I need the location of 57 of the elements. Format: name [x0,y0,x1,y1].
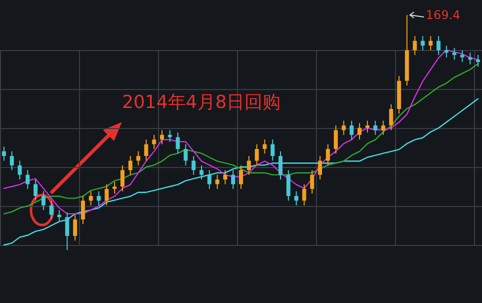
candlestick [80,195,85,225]
candlestick [239,164,243,190]
candlestick [318,156,322,180]
candlestick [358,122,362,140]
candlestick [160,130,164,145]
candlestick [365,120,370,133]
candlestick [120,164,124,192]
candlestick [104,184,109,206]
candlestick [215,174,220,190]
candlestick [207,170,212,190]
candlestick [246,156,251,176]
candlestick [334,124,338,154]
candlestick [381,120,386,136]
candlestick [192,156,196,176]
candlestick [412,36,417,56]
candlestick [436,36,441,56]
annotation: 169.4 [426,8,460,22]
annotation: 2014年4月8日回购 [122,91,281,114]
candlestick [326,144,330,166]
candlestick [350,120,354,140]
candlestick [96,190,101,206]
candlestick [420,36,425,51]
candlestick [26,170,30,190]
candlestick [476,54,480,68]
candlestick [184,144,188,166]
candlestick [152,134,156,150]
candlestick [49,200,54,220]
candlestick [223,170,228,185]
candlestick [310,170,314,194]
candlestick [373,120,378,136]
candlestick [73,214,78,242]
candlestick [144,139,148,162]
candlestick [2,146,6,162]
candlestick [41,190,46,211]
candlestick [254,144,259,166]
candlestick [452,47,456,60]
candlestick [34,179,38,202]
candlestick [460,50,464,62]
candlestick [199,164,204,180]
candlestick [286,170,290,202]
candlestick [262,139,267,154]
candlestick [65,212,70,250]
candlestick [278,150,283,180]
candlestick [88,190,93,206]
candlestick [136,150,140,166]
candlestick [18,160,22,180]
candlestick [176,132,180,154]
candlestick [294,190,298,206]
candlestick [128,156,132,176]
candlestick [389,104,394,131]
candlestick [428,36,433,51]
candlestick [302,184,306,206]
candlestick [10,150,14,171]
candlestick [270,139,275,162]
candlestick [231,170,236,190]
candlestick [342,120,346,136]
candlestick [112,181,117,194]
